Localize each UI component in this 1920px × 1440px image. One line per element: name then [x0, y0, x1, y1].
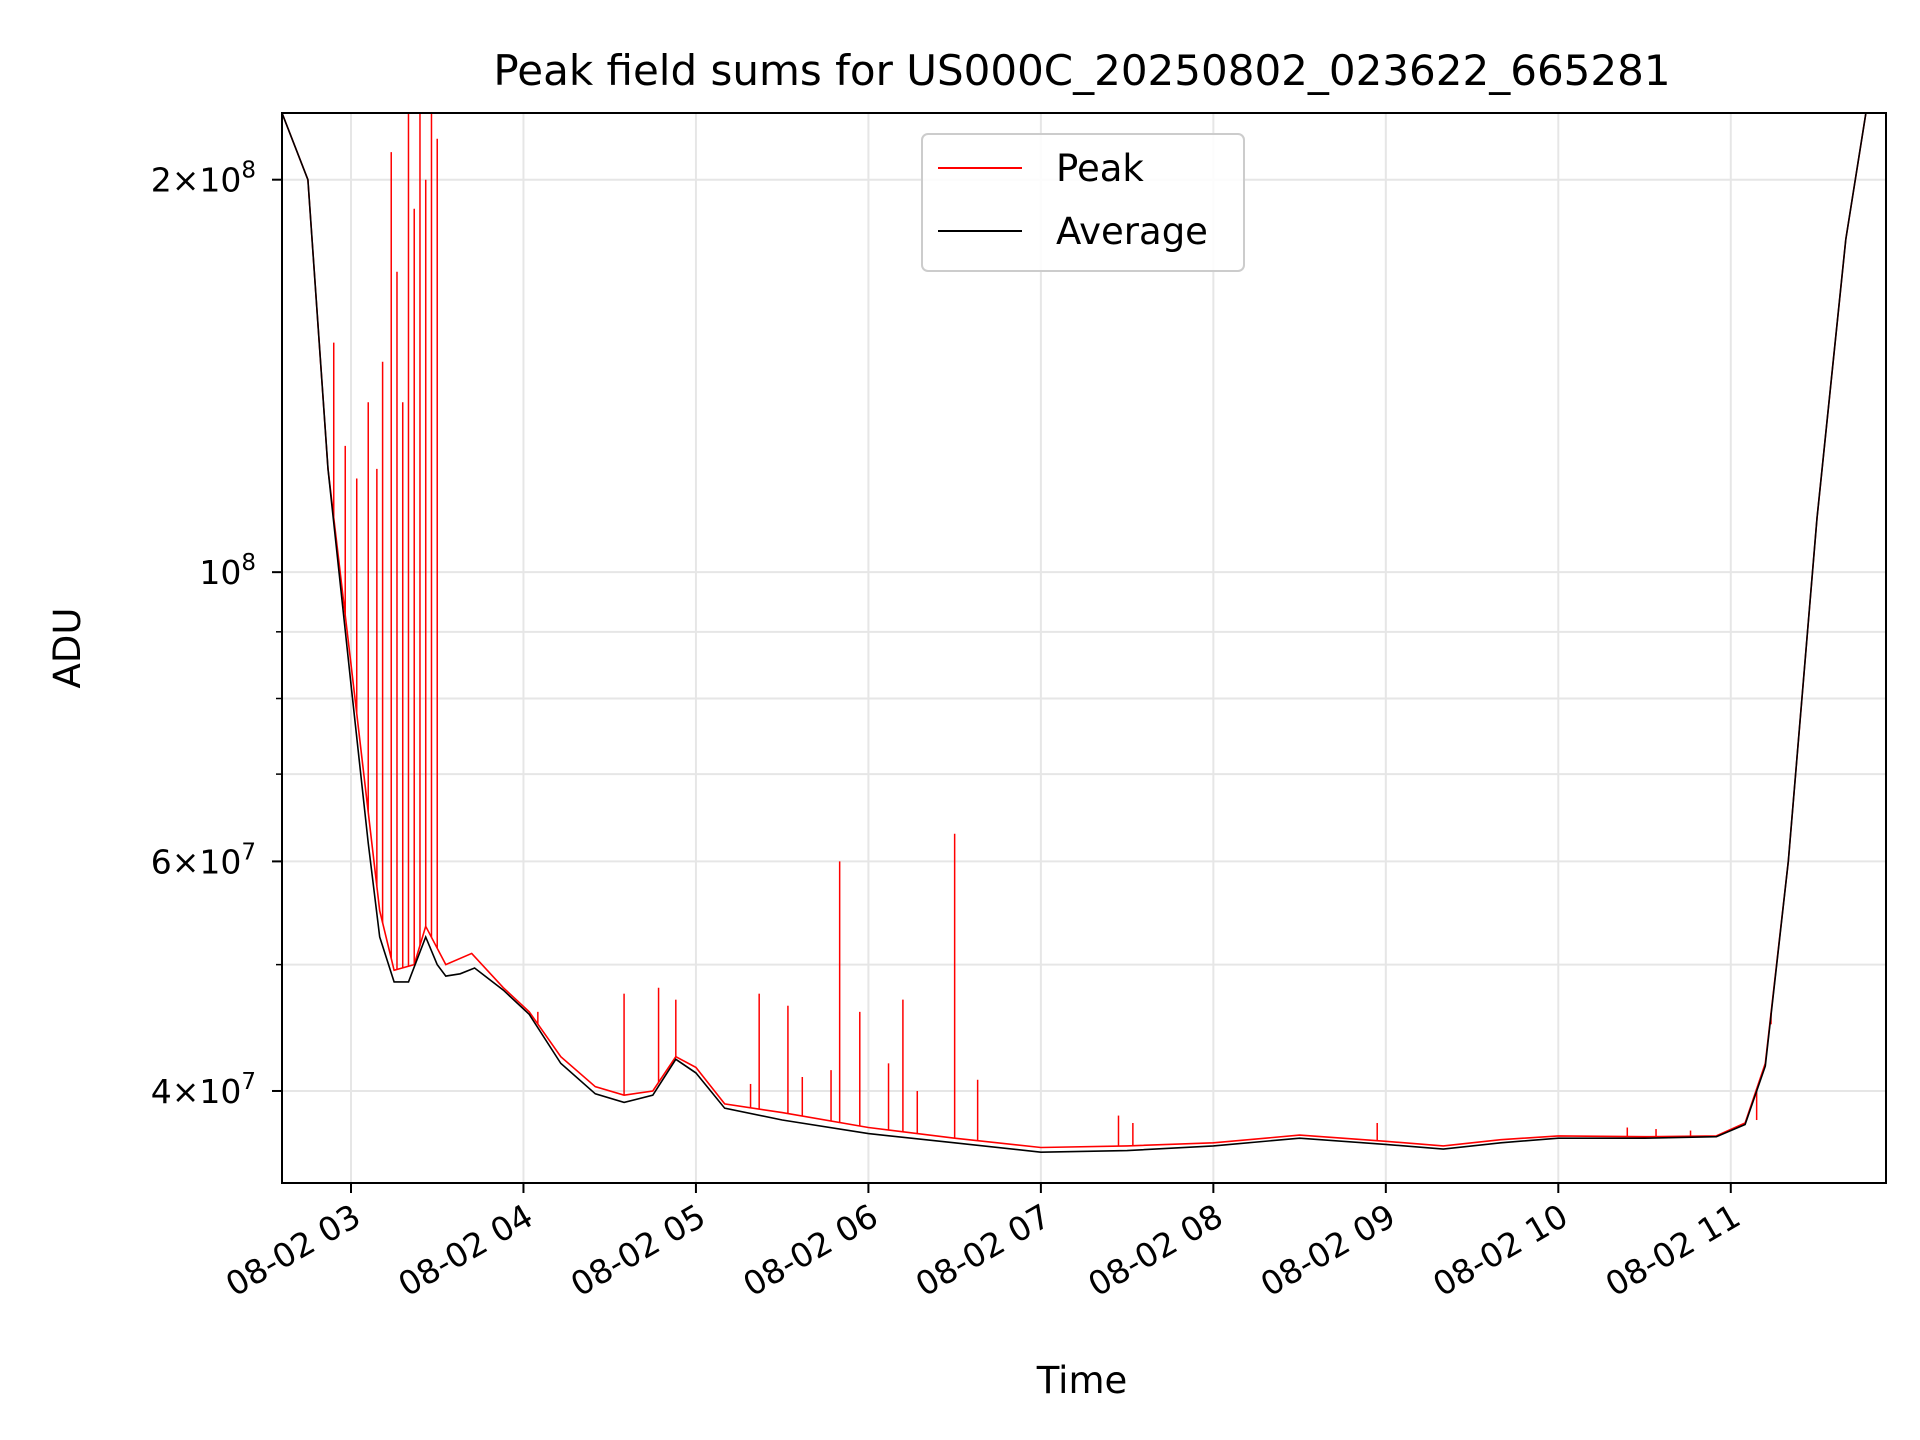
y-axis-label: ADU — [46, 608, 89, 689]
grid-lines — [282, 113, 1886, 1183]
chart-title: Peak field sums for US000C_20250802_0236… — [493, 46, 1670, 95]
legend-label-peak: Peak — [1056, 147, 1144, 190]
y-tick-label: 108 — [199, 550, 256, 592]
peak-line — [282, 113, 1886, 1149]
y-tick-label: 2×108 — [151, 158, 256, 200]
series-average — [282, 113, 1886, 1154]
average-line — [282, 113, 1886, 1154]
legend-label-average: Average — [1056, 210, 1208, 253]
series-peak — [282, 113, 1886, 1149]
plot-frame — [281, 112, 1887, 1184]
y-tick-label: 6×107 — [151, 839, 256, 881]
series-layer — [282, 113, 1886, 1154]
plot-area — [281, 112, 1887, 1184]
y-tick-label: 4×107 — [151, 1069, 256, 1111]
y-axis: 4×107 6×107 108 2×108 — [151, 158, 282, 1111]
x-axis-label: Time — [1036, 1359, 1128, 1402]
legend: Peak Average — [921, 133, 1245, 272]
